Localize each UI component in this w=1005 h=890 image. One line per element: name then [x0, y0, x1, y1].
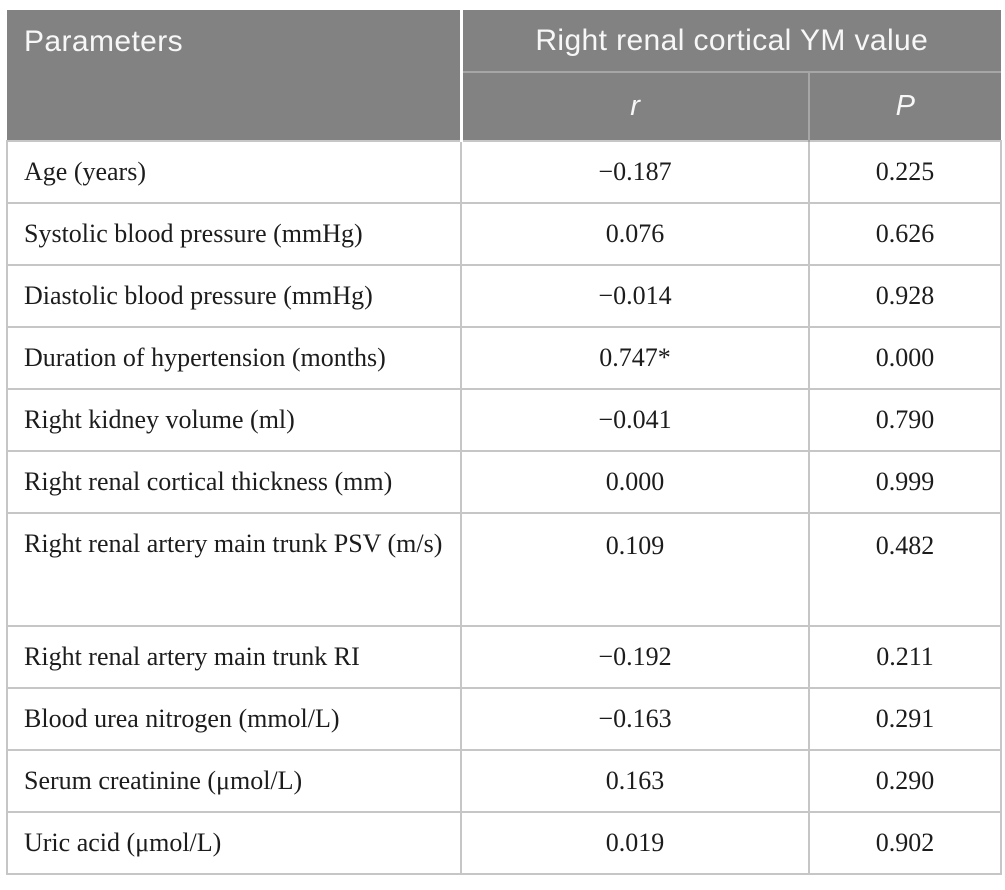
- header-row-sub: r P: [7, 72, 1002, 141]
- r-value: −0.041: [460, 388, 810, 452]
- table-row: Right renal artery main trunk PSV (m/s) …: [6, 512, 1003, 627]
- parameter-label: Systolic blood pressure (mmHg): [6, 202, 462, 266]
- table-header: Parameters Right renal cortical YM value…: [7, 10, 1002, 141]
- r-value: 0.076: [460, 202, 810, 266]
- correlation-table: Parameters Right renal cortical YM value…: [6, 10, 1003, 875]
- table-row: Right kidney volume (ml) −0.041 0.790: [6, 388, 1003, 452]
- p-value: 0.211: [807, 625, 1003, 689]
- parameter-label: Serum creatinine (μmol/L): [6, 749, 462, 813]
- table-row: Blood urea nitrogen (mmol/L) −0.163 0.29…: [6, 687, 1003, 751]
- r-value: −0.163: [460, 687, 810, 751]
- p-value: 0.928: [807, 264, 1003, 328]
- parameter-label: Duration of hypertension (months): [6, 326, 462, 390]
- table-row: Uric acid (μmol/L) 0.019 0.902: [6, 811, 1003, 875]
- p-value: 0.999: [807, 450, 1003, 514]
- r-value: 0.000: [460, 450, 810, 514]
- p-value: 0.290: [807, 749, 1003, 813]
- r-value: −0.187: [460, 140, 810, 204]
- p-value: 0.000: [807, 326, 1003, 390]
- parameter-label: Uric acid (μmol/L): [6, 811, 462, 875]
- p-value: 0.902: [807, 811, 1003, 875]
- p-value: 0.225: [807, 140, 1003, 204]
- r-value: −0.192: [460, 625, 810, 689]
- p-value: 0.626: [807, 202, 1003, 266]
- p-value: 0.291: [807, 687, 1003, 751]
- parameter-label: Age (years): [6, 140, 462, 204]
- table-row: Right renal artery main trunk RI −0.192 …: [6, 625, 1003, 689]
- r-value: −0.014: [460, 264, 810, 328]
- parameter-label: Right kidney volume (ml): [6, 388, 462, 452]
- column-header-p: P: [809, 72, 1002, 141]
- parameter-label: Diastolic blood pressure (mmHg): [6, 264, 462, 328]
- column-group-header-ym-value: Right renal cortical YM value: [461, 10, 1002, 73]
- table-row: Serum creatinine (μmol/L) 0.163 0.290: [6, 749, 1003, 813]
- r-value: 0.163: [460, 749, 810, 813]
- table-row: Duration of hypertension (months) 0.747*…: [6, 326, 1003, 390]
- p-value: 0.790: [807, 388, 1003, 452]
- table-row: Age (years) −0.187 0.225: [6, 140, 1003, 204]
- parameter-label: Right renal artery main trunk PSV (m/s): [6, 512, 462, 627]
- parameter-label: Right renal cortical thickness (mm): [6, 450, 462, 514]
- header-row-group: Parameters Right renal cortical YM value: [7, 10, 1002, 141]
- parameter-label: Right renal artery main trunk RI: [6, 625, 462, 689]
- column-header-r: r: [461, 72, 810, 141]
- correlation-table-figure: Parameters Right renal cortical YM value…: [6, 10, 1003, 875]
- table-row: Diastolic blood pressure (mmHg) −0.014 0…: [6, 264, 1003, 328]
- table-row: Right renal cortical thickness (mm) 0.00…: [6, 450, 1003, 514]
- parameter-label: Blood urea nitrogen (mmol/L): [6, 687, 462, 751]
- p-value: 0.482: [807, 512, 1003, 627]
- table-body: Age (years) −0.187 0.225 Systolic blood …: [6, 140, 1003, 875]
- r-value: 0.747*: [460, 326, 810, 390]
- column-header-parameters: Parameters: [7, 10, 463, 141]
- r-value: 0.109: [460, 512, 810, 627]
- table-row: Systolic blood pressure (mmHg) 0.076 0.6…: [6, 202, 1003, 266]
- r-value: 0.019: [460, 811, 810, 875]
